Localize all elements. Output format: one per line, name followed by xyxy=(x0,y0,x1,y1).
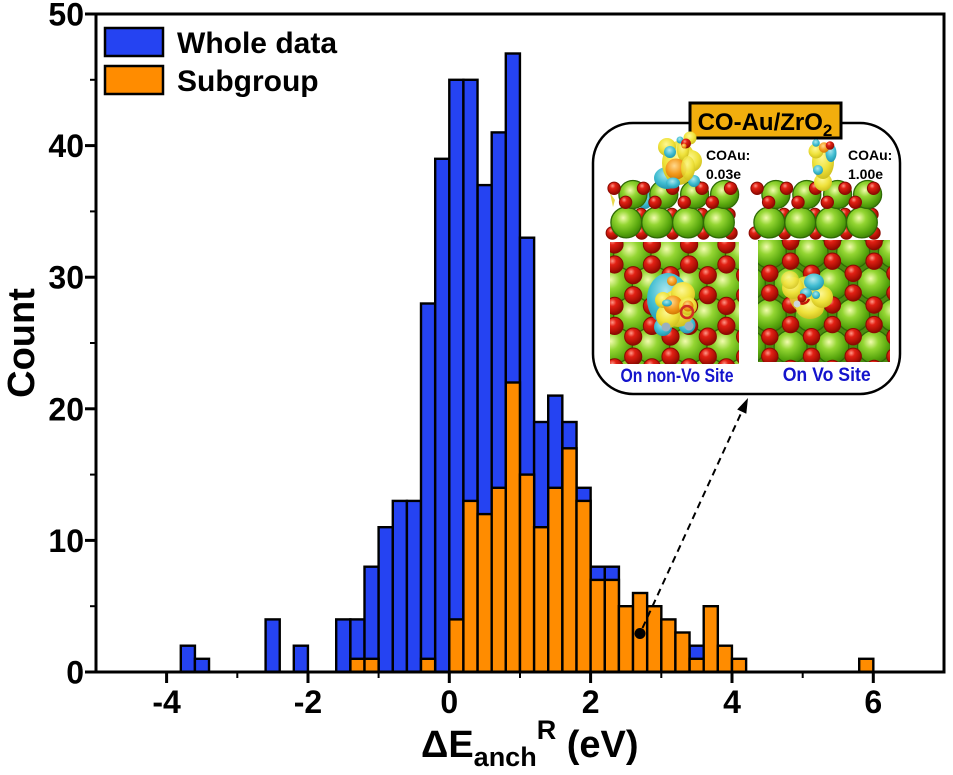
svg-text:COAu:: COAu: xyxy=(706,147,750,163)
svg-text:-4: -4 xyxy=(152,684,181,720)
svg-text:0: 0 xyxy=(66,655,84,691)
svg-text:30: 30 xyxy=(48,260,84,296)
svg-text:ΔEanchR (eV): ΔEanchR (eV) xyxy=(421,715,639,772)
svg-text:20: 20 xyxy=(48,391,84,427)
svg-text:0.03e: 0.03e xyxy=(706,166,741,182)
svg-text:10: 10 xyxy=(48,523,84,559)
svg-text:40: 40 xyxy=(48,128,84,164)
svg-text:Count: Count xyxy=(1,288,43,398)
svg-text:0: 0 xyxy=(440,684,458,720)
svg-text:4: 4 xyxy=(723,684,741,720)
svg-text:6: 6 xyxy=(864,684,882,720)
svg-text:COAu:: COAu: xyxy=(848,147,892,163)
svg-text:-2: -2 xyxy=(294,684,322,720)
svg-text:Whole data: Whole data xyxy=(177,27,337,60)
svg-text:Subgroup: Subgroup xyxy=(177,65,319,98)
svg-text:On Vo Site: On Vo Site xyxy=(783,364,871,386)
svg-text:On non-Vo Site: On non-Vo Site xyxy=(621,365,734,387)
svg-text:CO-Au/ZrO2: CO-Au/ZrO2 xyxy=(698,109,833,140)
svg-text:2: 2 xyxy=(582,684,600,720)
svg-text:50: 50 xyxy=(48,0,84,33)
svg-text:1.00e: 1.00e xyxy=(848,166,883,182)
